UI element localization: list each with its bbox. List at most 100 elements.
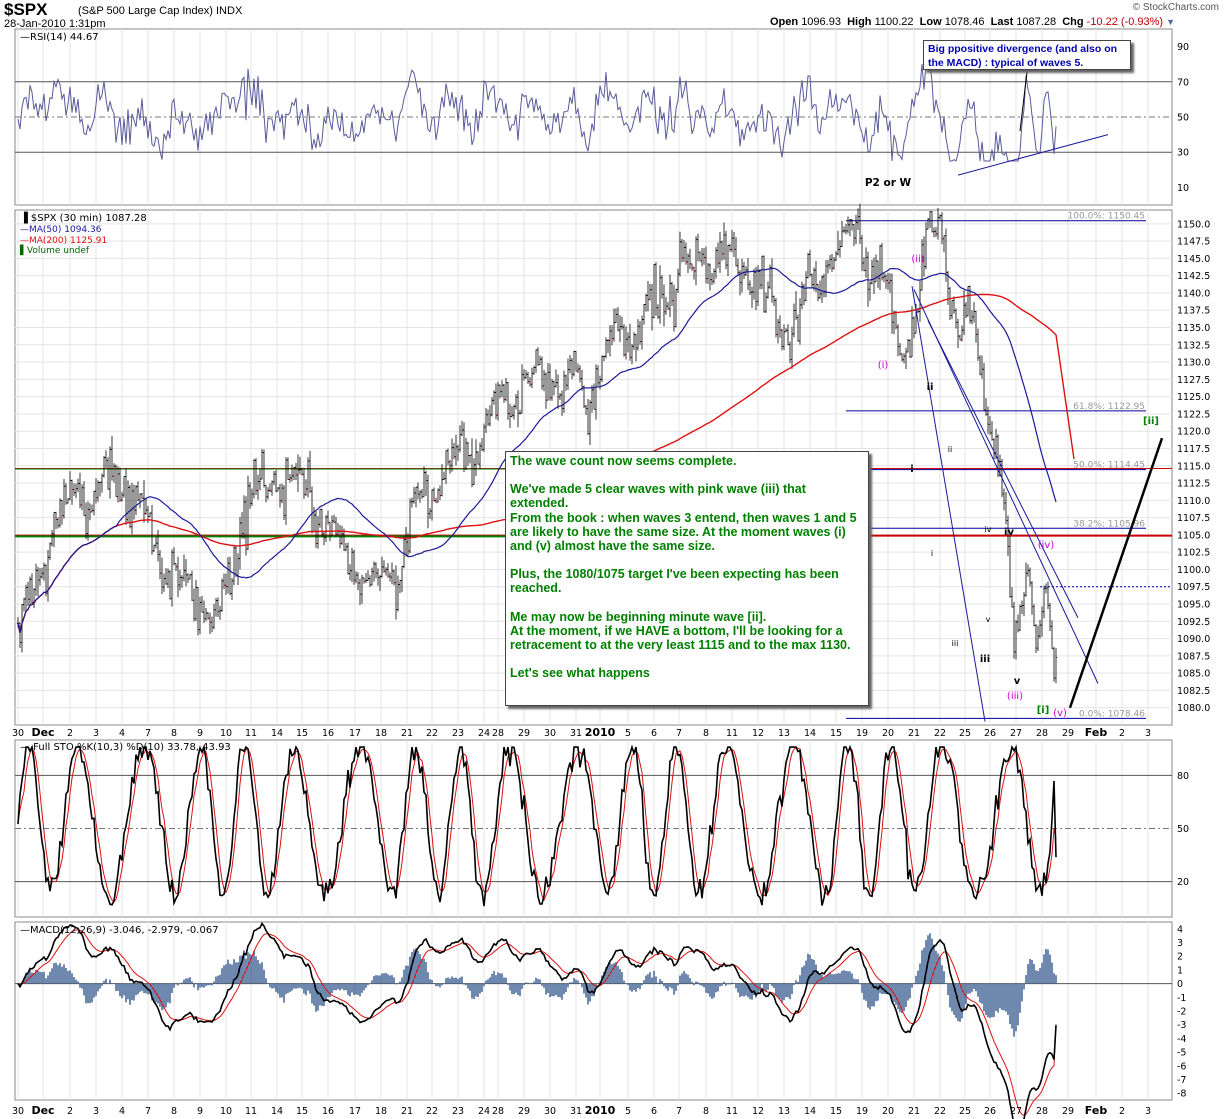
macd-tick-label: -6 [1177,1061,1186,1072]
x-tick-label: 3 [1145,1106,1151,1117]
x-tick-label: 28 [1036,728,1048,739]
x-tick-label: 24 [478,1106,490,1117]
divergence-note: Big ppositive divergence (and also on th… [923,40,1131,70]
channel-line-2 [911,285,986,722]
x-tick-label: 25 [959,728,971,739]
wave-label: (iv) [1038,540,1055,551]
sto-tick-label: 20 [1177,877,1189,888]
brand-label: © StockCharts.com [1132,2,1219,13]
x-tick-label: Feb [1085,1104,1108,1117]
x-tick-label: 26 [984,728,996,739]
price-tick-label: 1130.0 [1177,358,1210,369]
x-tick-label: Dec [31,726,54,739]
sto-k-line [17,744,1057,907]
macd-tick-label: -2 [1177,1007,1186,1018]
rsi-tick-label: 10 [1177,183,1189,194]
x-tick-label: 29 [1062,1106,1074,1117]
x-tick-label: 26 [984,1106,996,1117]
x-tick-label: 28 [492,728,504,739]
last-label: Last [990,16,1014,28]
x-tick-label: Feb [1085,726,1108,739]
dropdown-arrow-icon[interactable]: ▼ [1166,17,1176,27]
x-tick-label: 15 [830,1106,842,1117]
price-tick-label: 1115.0 [1177,461,1210,472]
x-tick-label: 2 [1119,1106,1125,1117]
x-tick-label: 6 [651,1106,657,1117]
x-tick-label: 15 [296,1106,308,1117]
macd-tick-label: 2 [1177,952,1183,963]
price-tick-label: 1125.0 [1177,392,1210,403]
x-tick-label: 7 [676,1106,682,1117]
price-tick-label: 1120.0 [1177,427,1210,438]
x-tick-label: 12 [752,1106,764,1117]
price-tick-label: 1122.5 [1177,409,1210,420]
price-tick-label: 1142.5 [1177,271,1210,282]
price-tick-label: 1147.5 [1177,237,1210,248]
price-tick-label: 1107.5 [1177,513,1210,524]
macd-tick-label: -8 [1177,1089,1186,1100]
chart-description: (S&P 500 Large Cap Index) INDX [78,5,243,17]
x-tick-label: 14 [271,728,283,739]
x-tick-label: 13 [778,1106,790,1117]
x-tick-label: 20 [882,1106,894,1117]
price-tick-label: 1150.0 [1177,219,1210,230]
x-tick-label: 7 [145,1106,151,1117]
fib-label: 100.0%: 1150.45 [1068,212,1145,222]
x-tick-label: 21 [401,728,413,739]
x-tick-label: 13 [778,728,790,739]
x-tick-label: 14 [804,1106,816,1117]
x-tick-label: 30 [12,1106,24,1117]
x-tick-label: 10 [220,1106,232,1117]
x-tick-label: 12 [752,728,764,739]
price-tick-label: 1105.0 [1177,530,1210,541]
x-tick-label: 2010 [585,1104,616,1117]
price-tick-label: 1080.0 [1177,703,1210,714]
macd-tick-label: -7 [1177,1075,1186,1086]
x-tick-label: 29 [518,1106,530,1117]
macd-tick-label: -5 [1177,1048,1186,1059]
macd-tick-label: -1 [1177,993,1186,1004]
x-tick-label: 19 [856,728,868,739]
x-tick-label: 3 [93,728,99,739]
price-tick-label: 1127.5 [1177,375,1210,386]
macd-legend: —MACD(12,26,9) -3.046, -2.979, -0.067 [20,925,219,936]
x-tick-label: 19 [856,1106,868,1117]
wave-label: iii [952,639,959,648]
x-tick-label: 21 [908,1106,920,1117]
sto-tick-label: 50 [1177,824,1189,835]
x-tick-label: 8 [703,1106,709,1117]
fib-label: 61.8%: 1122.95 [1073,402,1145,412]
wave-label: iv [1004,527,1014,538]
rsi-tick-label: 30 [1177,148,1189,159]
x-tick-label: 5 [625,1106,631,1117]
wave-label: ii [948,445,952,454]
note-line-4: Me may now be beginning minute wave [ii]… [510,609,851,653]
x-tick-label: 16 [322,728,334,739]
rsi-tick-label: 50 [1177,113,1189,124]
volume-legend: ▌Volume undef [19,244,90,256]
price-tick-label: 1087.5 [1177,651,1210,662]
rsi-divergence-line [957,134,1109,176]
x-tick-label: 17 [349,1106,361,1117]
last-value: 1087.28 [1016,16,1057,28]
x-tick-label: 30 [544,1106,556,1117]
x-tick-label: 7 [676,728,682,739]
price-tick-label: 1095.0 [1177,600,1210,611]
macd-tick-label: 0 [1177,979,1183,990]
chg-value: -10.22 (-0.93%) [1086,16,1164,28]
x-tick-label: 28 [1036,1106,1048,1117]
x-tick-label: 6 [651,728,657,739]
x-tick-label: 11 [245,728,257,739]
x-tick-label: 22 [934,728,946,739]
ma50-legend: —MA(50) 1094.36 [20,225,102,235]
x-tick-label: 11 [726,728,738,739]
open-value: 1096.93 [801,16,841,28]
wave-label: ii [927,382,934,393]
wave-count-note: The wave count now seems complete. We've… [505,451,869,706]
low-value: 1078.46 [944,16,985,28]
x-tick-label: 27 [1010,728,1022,739]
ma200-legend: —MA(200) 1125.91 [20,236,107,246]
price-tick-label: 1137.5 [1177,306,1210,317]
fib-label: 0.0%: 1078.46 [1079,709,1145,719]
price-tick-label: 1082.5 [1177,686,1210,697]
